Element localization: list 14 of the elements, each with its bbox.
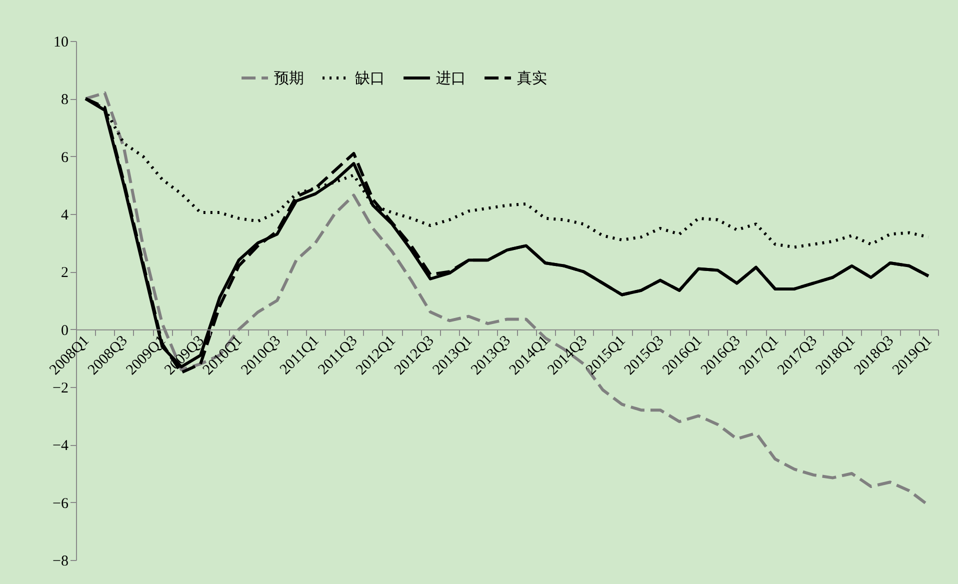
y-tick-label: 0 — [61, 322, 68, 339]
y-tick-label: 6 — [61, 150, 69, 166]
y-tick-label: −8 — [52, 554, 68, 570]
y-tick-label: −6 — [52, 496, 69, 512]
legend-label: 真实 — [516, 69, 547, 87]
y-tick-label: 10 — [54, 34, 68, 50]
y-tick-label: −4 — [52, 438, 69, 454]
y-tick-label: 4 — [61, 208, 69, 224]
legend-label: 缺口 — [354, 69, 385, 87]
legend-label: 进口 — [436, 69, 466, 87]
y-tick-label: 2 — [61, 265, 68, 282]
y-tick-label: 8 — [61, 92, 68, 108]
y-tick-label: −2 — [52, 380, 68, 396]
legend-label: 预期 — [274, 69, 304, 87]
